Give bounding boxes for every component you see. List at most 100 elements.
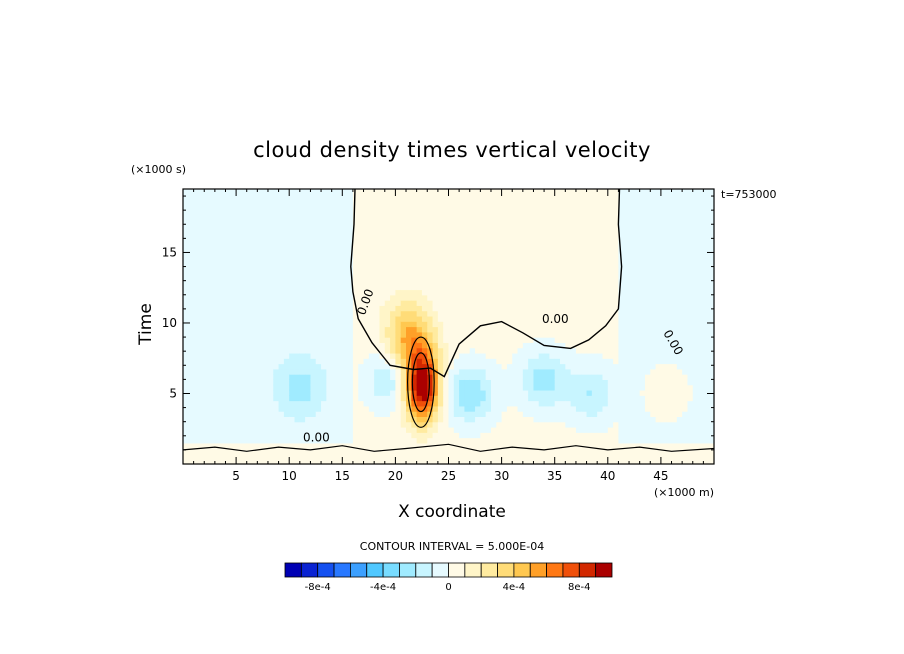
heatmap-cell [416, 231, 423, 238]
heatmap-cell [453, 231, 460, 238]
heatmap-cell [634, 352, 641, 359]
heatmap-cell [623, 426, 630, 433]
heatmap-cell [570, 342, 577, 349]
heatmap-cell [193, 199, 200, 206]
heatmap-cell [538, 411, 545, 418]
heatmap-cell [236, 400, 243, 407]
heatmap-cell [193, 236, 200, 243]
heatmap-cell [549, 448, 556, 455]
heatmap-cell [198, 352, 205, 359]
heatmap-cell [554, 363, 561, 370]
heatmap-cell [198, 220, 205, 227]
heatmap-cell [618, 379, 625, 386]
heatmap-cell [193, 241, 200, 248]
heatmap-cell [687, 448, 694, 455]
heatmap-cell [432, 278, 439, 285]
heatmap-cell [533, 315, 540, 322]
heatmap-cell [315, 352, 322, 359]
heatmap-cell [331, 263, 338, 269]
heatmap-cell [193, 204, 200, 211]
heatmap-cell [283, 400, 290, 407]
heatmap-cell [220, 368, 227, 375]
heatmap-cell [289, 315, 296, 322]
heatmap-cell [236, 278, 243, 285]
heatmap-cell [464, 368, 471, 375]
heatmap-cell [485, 411, 492, 418]
heatmap-cell [363, 226, 370, 232]
heatmap-cell [613, 337, 620, 343]
heatmap-cell [321, 405, 327, 412]
heatmap-cell [480, 374, 487, 380]
heatmap-cell [283, 310, 290, 317]
heatmap-cell [236, 384, 243, 391]
heatmap-cell [310, 226, 317, 232]
heatmap-cell [283, 252, 290, 259]
heatmap-cell [225, 289, 232, 296]
heatmap-cell [570, 210, 577, 217]
heatmap-cell [294, 315, 301, 322]
heatmap-cell [660, 395, 667, 402]
heatmap-cell [432, 310, 439, 317]
heatmap-cell [639, 389, 646, 396]
heatmap-cell [183, 384, 189, 391]
heatmap-cell [294, 437, 301, 444]
heatmap-cell [193, 405, 200, 412]
heatmap-cell [437, 363, 444, 370]
heatmap-cell [416, 411, 423, 418]
heatmap-cell [432, 448, 439, 455]
heatmap-cell [581, 257, 588, 264]
heatmap-cell [421, 220, 428, 227]
heatmap-cell [278, 278, 285, 285]
heatmap-cell [220, 379, 227, 386]
heatmap-cell [225, 379, 232, 386]
heatmap-cell [597, 337, 604, 343]
heatmap-cell [358, 273, 365, 280]
heatmap-cell [453, 400, 460, 407]
heatmap-cell [570, 453, 577, 460]
heatmap-cell [368, 241, 375, 248]
heatmap-cell [421, 453, 428, 460]
heatmap-cell [597, 458, 604, 465]
heatmap-cell [644, 215, 651, 222]
heatmap-cell [506, 273, 513, 280]
heatmap-cell [575, 437, 582, 444]
heatmap-cell [267, 278, 274, 285]
heatmap-cell [411, 305, 418, 312]
heatmap-cell [299, 189, 306, 195]
heatmap-cell [464, 458, 471, 465]
heatmap-cell [581, 437, 588, 444]
heatmap-cell [283, 284, 290, 291]
heatmap-cell [464, 252, 471, 259]
heatmap-cell [528, 315, 535, 322]
heatmap-cell [342, 263, 349, 269]
heatmap-cell [469, 310, 476, 317]
heatmap-cell [469, 247, 476, 254]
heatmap-cell [544, 257, 550, 264]
heatmap-cell [204, 426, 211, 433]
heatmap-cell [682, 411, 689, 418]
heatmap-cell [411, 337, 418, 343]
heatmap-cell [188, 384, 195, 391]
heatmap-cell [464, 273, 471, 280]
heatmap-cell [352, 437, 359, 444]
heatmap-cell [315, 395, 322, 402]
heatmap-cell [384, 215, 391, 222]
heatmap-cell [400, 342, 407, 349]
heatmap-cell [538, 374, 545, 380]
heatmap-cell [538, 315, 545, 322]
heatmap-cell [188, 263, 195, 269]
heatmap-cell [273, 395, 280, 402]
heatmap-cell [687, 432, 694, 439]
heatmap-cell [623, 204, 630, 211]
heatmap-cell [230, 363, 237, 370]
heatmap-cell [252, 326, 258, 333]
heatmap-cell [650, 384, 657, 391]
heatmap-cell [501, 326, 508, 333]
heatmap-cell [331, 241, 338, 248]
heatmap-cell [395, 289, 402, 296]
heatmap-cell [331, 199, 338, 206]
heatmap-cell [533, 384, 540, 391]
heatmap-cell [464, 442, 471, 449]
heatmap-cell [517, 411, 524, 418]
heatmap-cell [687, 405, 694, 412]
